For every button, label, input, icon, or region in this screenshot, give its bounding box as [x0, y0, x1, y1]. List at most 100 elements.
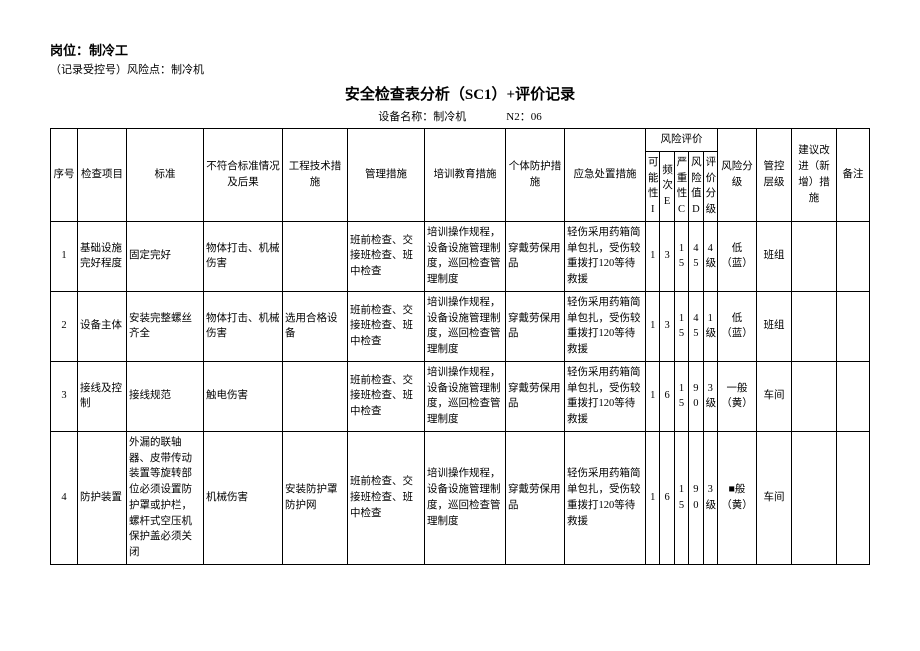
cell-engineering: [283, 361, 348, 431]
cell-engineering: 安装防护罩防护网: [283, 431, 348, 564]
cell-d: 90: [689, 361, 703, 431]
cell-standard: 固定完好: [127, 221, 204, 291]
cell-sug: [792, 221, 837, 291]
cell-ppe: 穿戴劳保用品: [506, 221, 565, 291]
cell-e: 3: [660, 291, 674, 361]
cell-seq: 4: [51, 431, 78, 564]
record-risk-point: （记录受控号）风险点：制冷机: [50, 61, 870, 77]
cell-nonconform: 物体打击、机械伤害: [204, 291, 283, 361]
cell-management: 班前检查、交接班检查、班中检查: [348, 221, 425, 291]
cell-d: 90: [689, 431, 703, 564]
cell-l: 1: [646, 291, 660, 361]
cell-training: 培训操作规程，设备设施管理制度，巡回检查管理制度: [425, 431, 506, 564]
cell-ctrl: 车间: [757, 361, 792, 431]
cell-engineering: 选用合格设备: [283, 291, 348, 361]
col-suggest: 建议改进（新增）措施: [792, 129, 837, 222]
post-label: 岗位：制冷工: [50, 40, 870, 59]
cell-emergency: 轻伤采用药箱简单包扎，受伤较重拨打120等待救援: [565, 431, 646, 564]
safety-checklist-table: 序号 检查项目 标准 不符合标准情况及后果 工程技术措施 管理措施 培训教育措施…: [50, 128, 870, 565]
cell-project: 防护装置: [78, 431, 127, 564]
col-seq: 序号: [51, 129, 78, 222]
cell-sug: [792, 431, 837, 564]
cell-training: 培训操作规程，设备设施管理制度，巡回检查管理制度: [425, 221, 506, 291]
cell-e: 3: [660, 221, 674, 291]
col-risk-val: 风险值 D: [689, 151, 703, 221]
cell-risk: 低（蓝）: [718, 291, 757, 361]
cell-note: [837, 291, 870, 361]
cell-risk: 低（蓝）: [718, 221, 757, 291]
table-body: 1基础设施完好程度固定完好物体打击、机械伤害班前检查、交接班检查、班中检查培训操…: [51, 221, 870, 564]
col-freq: 频次 E: [660, 151, 674, 221]
col-project: 检查项目: [78, 129, 127, 222]
cell-ppe: 穿戴劳保用品: [506, 361, 565, 431]
cell-emergency: 轻伤采用药箱简单包扎，受伤较重拨打120等待救援: [565, 221, 646, 291]
cell-grade: 4级: [703, 221, 717, 291]
col-ppe: 个体防护措施: [506, 129, 565, 222]
cell-l: 1: [646, 361, 660, 431]
cell-management: 班前检查、交接班检查、班中检查: [348, 431, 425, 564]
col-likelihood: 可能性 I: [646, 151, 660, 221]
cell-ppe: 穿戴劳保用品: [506, 431, 565, 564]
cell-standard: 安装完整螺丝齐全: [127, 291, 204, 361]
col-risk-grade: 风险分级: [718, 129, 757, 222]
cell-risk: 一般（黄）: [718, 361, 757, 431]
cell-c: 15: [674, 221, 688, 291]
cell-seq: 2: [51, 291, 78, 361]
header-row-1: 序号 检查项目 标准 不符合标准情况及后果 工程技术措施 管理措施 培训教育措施…: [51, 129, 870, 152]
cell-note: [837, 361, 870, 431]
cell-c: 15: [674, 431, 688, 564]
equipment-name: 设备名称：制冷机: [378, 108, 466, 124]
page-title: 安全检查表分析（SC1）+评价记录: [50, 83, 870, 104]
table-row: 1基础设施完好程度固定完好物体打击、机械伤害班前检查、交接班检查、班中检查培训操…: [51, 221, 870, 291]
cell-standard: 外漏的联轴器、皮带传动装置等旋转部位必须设置防护罩或护栏，螺杆式空压机保护盖必须…: [127, 431, 204, 564]
cell-project: 接线及控制: [78, 361, 127, 431]
col-training: 培训教育措施: [425, 129, 506, 222]
cell-d: 45: [689, 291, 703, 361]
cell-sug: [792, 361, 837, 431]
col-eval-grade: 评价分级: [703, 151, 717, 221]
cell-ctrl: 班组: [757, 221, 792, 291]
cell-nonconform: 机械伤害: [204, 431, 283, 564]
cell-l: 1: [646, 221, 660, 291]
cell-training: 培训操作规程，设备设施管理制度，巡回检查管理制度: [425, 361, 506, 431]
cell-emergency: 轻伤采用药箱简单包扎，受伤较重拨打120等待救援: [565, 361, 646, 431]
cell-standard: 接线规范: [127, 361, 204, 431]
cell-nonconform: 物体打击、机械伤害: [204, 221, 283, 291]
cell-seq: 3: [51, 361, 78, 431]
cell-grade: 1级: [703, 291, 717, 361]
col-management: 管理措施: [348, 129, 425, 222]
cell-l: 1: [646, 431, 660, 564]
cell-engineering: [283, 221, 348, 291]
col-standard: 标准: [127, 129, 204, 222]
cell-ctrl: 班组: [757, 291, 792, 361]
table-row: 2设备主体安装完整螺丝齐全物体打击、机械伤害选用合格设备班前检查、交接班检查、班…: [51, 291, 870, 361]
cell-seq: 1: [51, 221, 78, 291]
cell-ppe: 穿戴劳保用品: [506, 291, 565, 361]
cell-nonconform: 触电伤害: [204, 361, 283, 431]
cell-ctrl: 车间: [757, 431, 792, 564]
cell-d: 45: [689, 221, 703, 291]
table-row: 4防护装置外漏的联轴器、皮带传动装置等旋转部位必须设置防护罩或护栏，螺杆式空压机…: [51, 431, 870, 564]
col-emergency: 应急处置措施: [565, 129, 646, 222]
cell-note: [837, 221, 870, 291]
cell-training: 培训操作规程，设备设施管理制度，巡回检查管理制度: [425, 291, 506, 361]
cell-emergency: 轻伤采用药箱简单包扎，受伤较重拨打120等待救援: [565, 291, 646, 361]
col-risk-eval-group: 风险评价: [646, 129, 718, 152]
cell-management: 班前检查、交接班检查、班中检查: [348, 361, 425, 431]
cell-e: 6: [660, 361, 674, 431]
cell-e: 6: [660, 431, 674, 564]
cell-c: 15: [674, 291, 688, 361]
cell-risk: ■般（黄）: [718, 431, 757, 564]
cell-sug: [792, 291, 837, 361]
col-engineering: 工程技术措施: [283, 129, 348, 222]
col-note: 备注: [837, 129, 870, 222]
cell-note: [837, 431, 870, 564]
cell-grade: 3级: [703, 431, 717, 564]
sub-header: 设备名称：制冷机 N2：06: [50, 108, 870, 124]
cell-project: 设备主体: [78, 291, 127, 361]
col-severity: 严重性 C: [674, 151, 688, 221]
col-ctrl-level: 管控层级: [757, 129, 792, 222]
table-row: 3接线及控制接线规范触电伤害班前检查、交接班检查、班中检查培训操作规程，设备设施…: [51, 361, 870, 431]
cell-project: 基础设施完好程度: [78, 221, 127, 291]
cell-c: 15: [674, 361, 688, 431]
